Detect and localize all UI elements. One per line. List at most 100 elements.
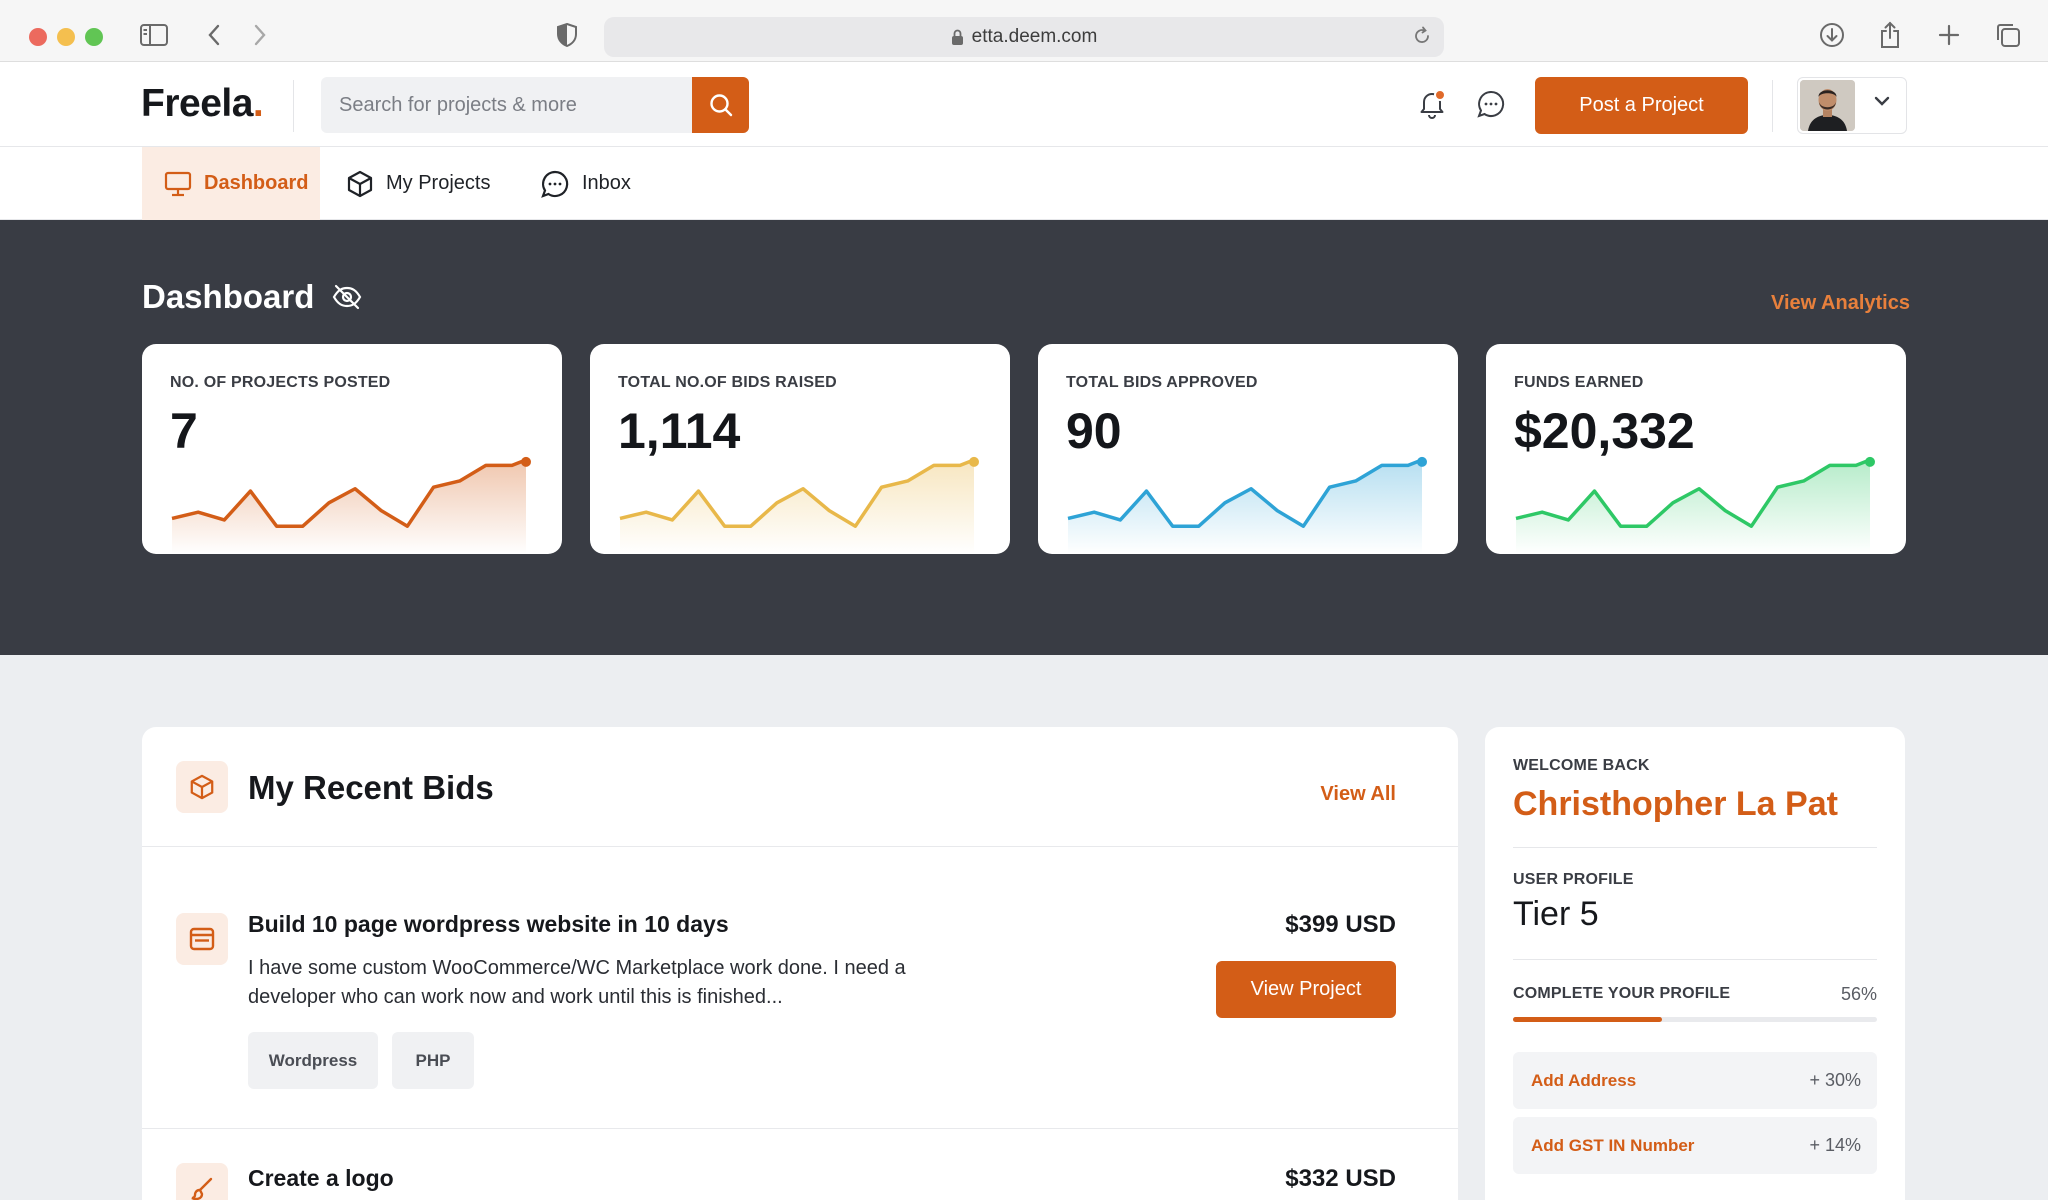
stat-card-bids-approved[interactable]: TOTAL BIDS APPROVED 90 — [1038, 344, 1458, 554]
tab-label: Dashboard — [204, 172, 309, 194]
task-value: + 30% — [1809, 1070, 1861, 1090]
tab-dashboard[interactable]: Dashboard — [142, 147, 320, 220]
sparkline-chart — [619, 456, 979, 554]
tag-wordpress[interactable]: Wordpress — [248, 1032, 378, 1089]
list-item: Build 10 page wordpress website in 10 da… — [142, 847, 1458, 1129]
chevron-down-icon — [1874, 96, 1890, 106]
user-name[interactable]: Christhopher La Pat — [1513, 785, 1838, 823]
sparkline-area — [1068, 459, 1422, 554]
search-icon — [709, 94, 732, 117]
tag-php[interactable]: PHP — [392, 1032, 474, 1089]
stat-label: NO. OF PROJECTS POSTED — [170, 374, 391, 391]
bid-title[interactable]: Create a logo — [248, 1165, 394, 1191]
user-profile-label: USER PROFILE — [1513, 871, 1634, 888]
bid-price: $399 USD — [1285, 911, 1396, 938]
freela-logo[interactable]: Freela. — [141, 82, 264, 125]
minimize-window-button[interactable] — [57, 28, 75, 46]
avatar — [1800, 80, 1855, 131]
sparkline-line — [1067, 458, 1423, 528]
bid-price: $332 USD — [1285, 1165, 1396, 1192]
stat-value: 1,114 — [618, 403, 741, 459]
maximize-window-button[interactable] — [85, 28, 103, 46]
welcome-label: WELCOME BACK — [1513, 757, 1650, 774]
box-icon — [346, 170, 374, 198]
new-tab-icon[interactable] — [1934, 20, 1964, 50]
user-tier: Tier 5 — [1513, 895, 1599, 933]
bid-description: I have some custom WooCommerce/WC Market… — [248, 957, 906, 1008]
add-address-task[interactable]: Add Address + 30% — [1513, 1052, 1877, 1109]
stat-card-funds-earned[interactable]: FUNDS EARNED $20,332 — [1486, 344, 1906, 554]
add-gst-task[interactable]: Add GST IN Number + 14% — [1513, 1117, 1877, 1174]
profile-menu-button[interactable] — [1797, 77, 1907, 134]
app-header: Freela. Post a Project — [0, 62, 2048, 147]
tab-inbox[interactable]: Inbox — [540, 147, 631, 220]
browser-toolbar: etta.deem.com — [0, 0, 2048, 62]
header-divider — [1772, 80, 1773, 132]
task-label: Add Address — [1531, 1071, 1637, 1090]
back-icon[interactable] — [199, 20, 229, 50]
dashboard-title-text: Dashboard — [142, 278, 315, 315]
dashboard-title: Dashboard — [142, 278, 362, 316]
address-bar[interactable]: etta.deem.com — [604, 17, 1444, 57]
view-analytics-link[interactable]: View Analytics — [1771, 292, 1910, 314]
profile-progress-fill — [1513, 1017, 1663, 1022]
sparkline-chart — [1067, 456, 1427, 554]
sparkline-area — [1516, 459, 1870, 554]
divider — [1513, 847, 1877, 848]
download-icon[interactable] — [1817, 20, 1847, 50]
tab-label: My Projects — [386, 172, 491, 194]
tab-my-projects[interactable]: My Projects — [346, 147, 490, 220]
view-all-link[interactable]: View All — [1320, 783, 1396, 805]
recent-bids-header: My Recent Bids View All — [142, 727, 1458, 847]
recent-bids-title: My Recent Bids — [248, 769, 494, 806]
eye-off-icon[interactable] — [332, 284, 362, 310]
notifications-button[interactable] — [1412, 84, 1452, 124]
profile-progress-bar — [1513, 1017, 1877, 1022]
reload-icon[interactable] — [1412, 26, 1432, 46]
sidebar-toggle-icon[interactable] — [139, 20, 169, 50]
sparkline-line — [171, 458, 527, 528]
messages-button[interactable] — [1471, 84, 1511, 124]
sparkline-chart — [1515, 456, 1875, 554]
view-project-button[interactable]: View Project — [1216, 961, 1396, 1018]
notification-dot — [1434, 89, 1446, 101]
recent-bids-panel: My Recent Bids View All Build 10 page wo… — [142, 727, 1458, 1200]
complete-profile-percent: 56% — [1840, 984, 1877, 1004]
forward-icon[interactable] — [245, 20, 275, 50]
sparkline-line — [1515, 458, 1871, 528]
search-box — [321, 77, 749, 133]
search-input[interactable] — [321, 77, 691, 133]
stat-label: TOTAL BIDS APPROVED — [1066, 374, 1258, 391]
privacy-shield-icon[interactable] — [552, 20, 582, 50]
tab-label: Inbox — [582, 172, 631, 194]
divider — [1513, 959, 1877, 960]
box-icon — [176, 761, 228, 813]
main-nav-tabs: Dashboard My Projects Inbox — [0, 147, 2048, 220]
share-icon[interactable] — [1875, 20, 1905, 50]
search-button[interactable] — [692, 77, 749, 133]
task-label: Add GST IN Number — [1531, 1136, 1695, 1155]
profile-panel: WELCOME BACK Christhopher La Pat USER PR… — [1485, 727, 1905, 1200]
stat-value: $20,332 — [1514, 403, 1695, 459]
sparkline-area — [172, 459, 526, 554]
chat-icon — [540, 169, 570, 199]
stat-card-projects-posted[interactable]: NO. OF PROJECTS POSTED 7 — [142, 344, 562, 554]
stat-label: FUNDS EARNED — [1514, 374, 1644, 391]
tab-overview-icon[interactable] — [1993, 20, 2023, 50]
paintbrush-icon — [176, 1163, 228, 1200]
url-text: etta.deem.com — [971, 26, 1098, 47]
bid-title[interactable]: Build 10 page wordpress website in 10 da… — [248, 911, 729, 937]
sparkline-area — [620, 459, 974, 554]
stat-card-bids-raised[interactable]: TOTAL NO.OF BIDS RAISED 1,114 — [590, 344, 1010, 554]
post-project-button[interactable]: Post a Project — [1535, 77, 1748, 134]
close-window-button[interactable] — [29, 28, 47, 46]
chat-bubble-icon — [1477, 90, 1505, 118]
sparkline-end-point — [969, 456, 979, 467]
sparkline-chart — [171, 456, 531, 554]
sparkline-end-point — [521, 456, 531, 467]
sparkline-line — [619, 458, 975, 528]
complete-profile-label: COMPLETE YOUR PROFILE — [1513, 985, 1731, 1002]
header-divider — [293, 80, 294, 132]
list-item: Create a logo $332 USD — [142, 1129, 1458, 1200]
stat-label: TOTAL NO.OF BIDS RAISED — [618, 374, 837, 391]
